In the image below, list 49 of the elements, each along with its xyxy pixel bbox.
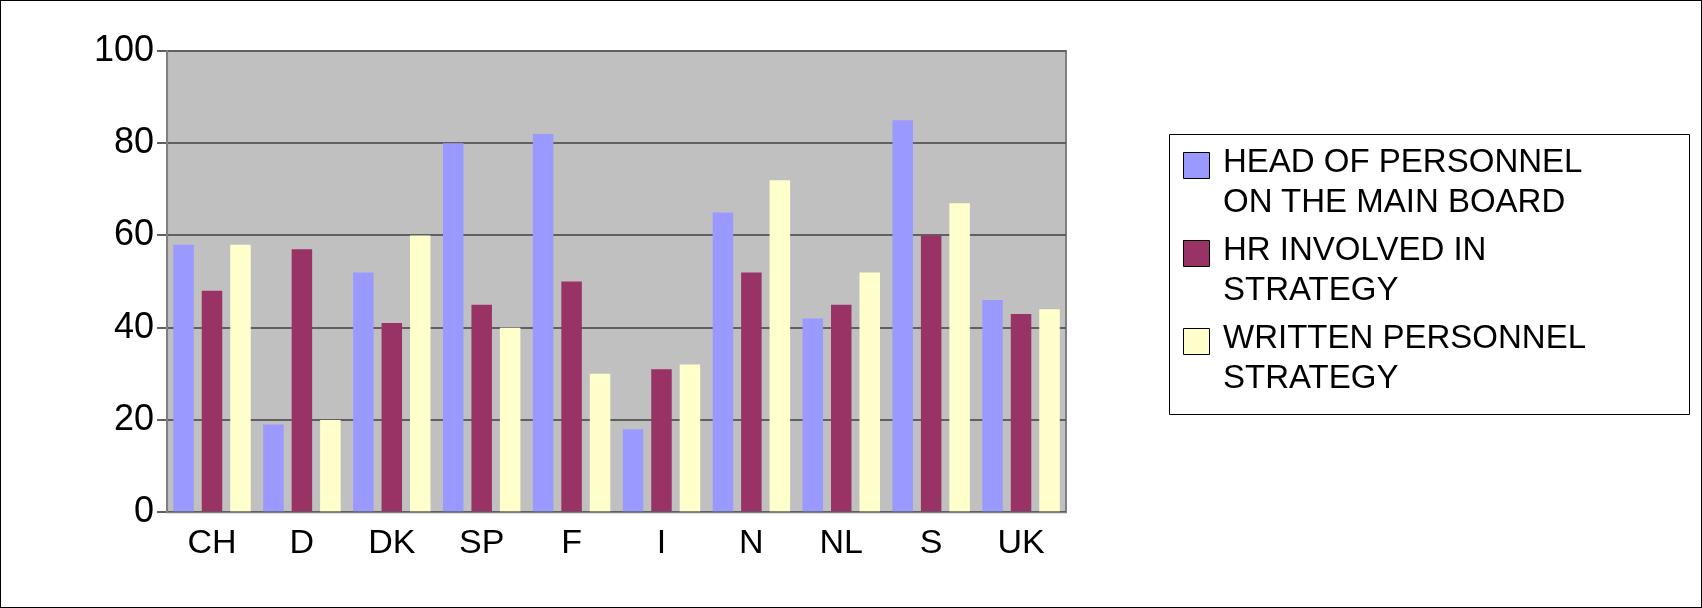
x-tick-label: N — [739, 521, 764, 560]
y-tick-label: 80 — [114, 120, 155, 162]
legend-label: HEAD OF PERSONNEL ON THE MAIN BOARD — [1223, 141, 1583, 219]
legend-label: HR INVOLVED IN STRATEGY — [1223, 229, 1487, 307]
bar — [831, 304, 852, 512]
bar — [561, 281, 582, 512]
bar — [230, 244, 251, 512]
bar — [920, 235, 942, 512]
y-tick-label: 40 — [114, 304, 155, 346]
bar — [651, 369, 672, 512]
bar — [622, 429, 644, 512]
x-tick-label: NL — [819, 521, 863, 560]
bar — [263, 424, 284, 512]
bar — [892, 120, 913, 512]
legend-label: WRITTEN PERSONNEL STRATEGY — [1223, 317, 1587, 395]
bar — [471, 304, 492, 512]
bar — [499, 327, 521, 512]
y-tick-label: 60 — [114, 212, 155, 254]
x-tick-label: SP — [459, 521, 505, 560]
bar — [1039, 309, 1060, 512]
bar — [410, 235, 431, 512]
y-tick-label: 100 — [93, 27, 155, 69]
bar — [802, 318, 824, 512]
bar — [442, 143, 464, 512]
bar — [173, 244, 194, 512]
bar — [1010, 313, 1032, 512]
y-tick-label: 0 — [134, 489, 155, 531]
y-tick-label: 20 — [114, 396, 155, 438]
bar — [381, 323, 403, 512]
x-tick-label: D — [289, 521, 315, 560]
bar — [982, 300, 1003, 512]
bar — [859, 272, 880, 512]
x-tick-label: CH — [187, 521, 237, 560]
bar — [741, 272, 762, 512]
bar — [320, 419, 341, 512]
bar — [949, 203, 970, 512]
x-tick-label: I — [656, 521, 667, 560]
bar — [291, 249, 313, 512]
bar — [712, 212, 734, 512]
x-tick-label: UK — [997, 521, 1045, 560]
bar — [201, 290, 223, 512]
x-tick-label: S — [919, 521, 943, 560]
bar — [679, 364, 701, 512]
x-tick-label: F — [561, 521, 582, 560]
bar — [589, 373, 611, 512]
x-tick-label: DK — [368, 521, 416, 560]
bar — [532, 134, 554, 512]
bar — [769, 180, 791, 512]
bar — [353, 272, 374, 512]
